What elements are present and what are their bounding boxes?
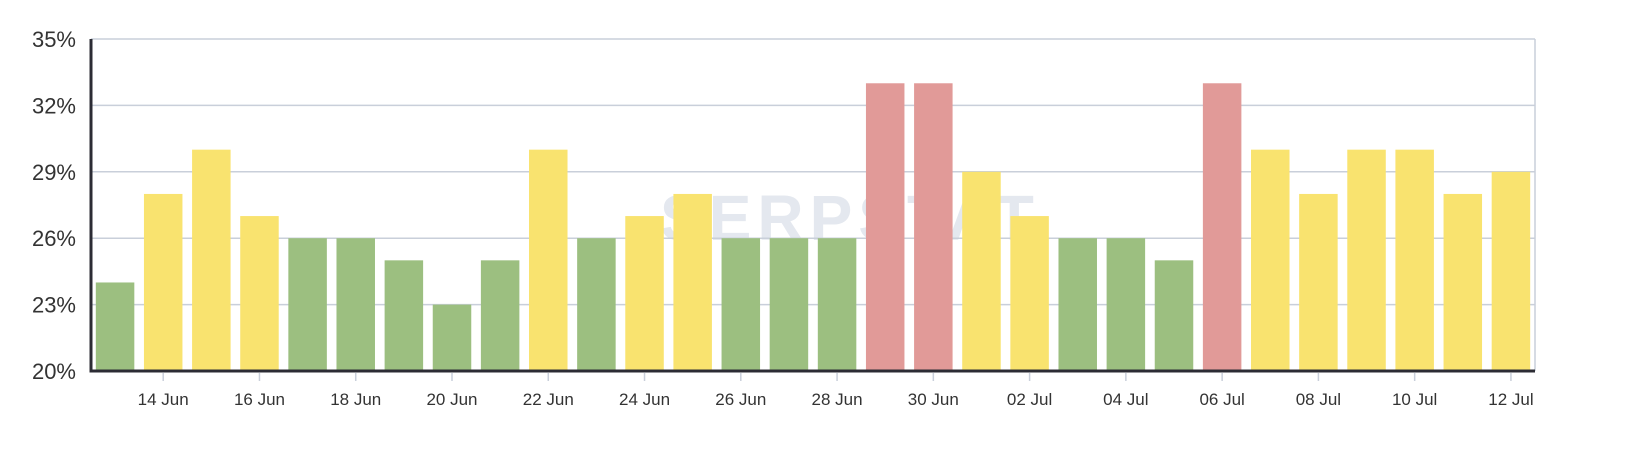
bar bbox=[143, 193, 183, 371]
x-tick-label: 24 Jun bbox=[619, 390, 670, 409]
x-axis-ticks: 14 Jun 16 Jun 18 Jun 20 Jun 22 Jun 24 Jun 26 J… bbox=[138, 373, 1534, 409]
x-tick-label: 02 Jul bbox=[1007, 390, 1052, 409]
bar bbox=[1251, 149, 1290, 371]
bar bbox=[95, 282, 135, 371]
bar bbox=[1443, 193, 1483, 371]
y-tick-label: 29% bbox=[32, 160, 76, 185]
y-tick-label: 20% bbox=[32, 359, 76, 384]
y-tick-label: 26% bbox=[32, 226, 76, 251]
bar bbox=[1010, 216, 1049, 371]
y-tick-label: 32% bbox=[32, 93, 76, 118]
bar bbox=[1395, 149, 1434, 371]
bar bbox=[914, 83, 953, 372]
bar bbox=[769, 238, 809, 371]
bar bbox=[384, 260, 424, 371]
bar bbox=[1058, 238, 1097, 371]
y-tick-label: 23% bbox=[32, 293, 76, 318]
bar bbox=[962, 171, 1001, 371]
x-tick-label: 12 Jul bbox=[1488, 390, 1533, 409]
bar bbox=[1106, 238, 1146, 371]
bars bbox=[95, 83, 1531, 372]
bar bbox=[1347, 149, 1386, 371]
axes bbox=[89, 39, 1535, 373]
bar bbox=[192, 149, 231, 371]
x-tick-label: 18 Jun bbox=[330, 390, 381, 409]
bar bbox=[480, 260, 520, 371]
bar bbox=[288, 238, 327, 371]
x-tick-label: 06 Jul bbox=[1199, 390, 1244, 409]
x-tick-label: 26 Jun bbox=[715, 390, 766, 409]
bar bbox=[721, 238, 761, 371]
bar bbox=[673, 193, 712, 371]
bar bbox=[1299, 193, 1338, 371]
bar bbox=[336, 238, 375, 371]
bar bbox=[240, 216, 279, 371]
x-tick-label: 30 Jun bbox=[908, 390, 959, 409]
x-tick-label: 10 Jul bbox=[1392, 390, 1437, 409]
bar bbox=[432, 304, 472, 371]
x-tick-label: 16 Jun bbox=[234, 390, 285, 409]
bar bbox=[1491, 171, 1531, 371]
x-tick-label: 14 Jun bbox=[138, 390, 189, 409]
y-axis-ticks: 20% 23% 26% 29% 32% 35% bbox=[32, 27, 76, 384]
bar bbox=[529, 149, 568, 371]
x-tick-label: 20 Jun bbox=[426, 390, 477, 409]
grid-lines bbox=[91, 38, 1536, 371]
bar bbox=[1154, 260, 1194, 371]
bar bbox=[625, 216, 664, 371]
bar bbox=[817, 238, 857, 371]
bar bbox=[577, 238, 616, 371]
x-tick-label: 08 Jul bbox=[1296, 390, 1341, 409]
bar bbox=[865, 83, 905, 372]
x-tick-label: 28 Jun bbox=[812, 390, 863, 409]
x-tick-label: 22 Jun bbox=[523, 390, 574, 409]
x-tick-label: 04 Jul bbox=[1103, 390, 1148, 409]
bar bbox=[1202, 83, 1242, 372]
y-tick-label: 35% bbox=[32, 27, 76, 52]
